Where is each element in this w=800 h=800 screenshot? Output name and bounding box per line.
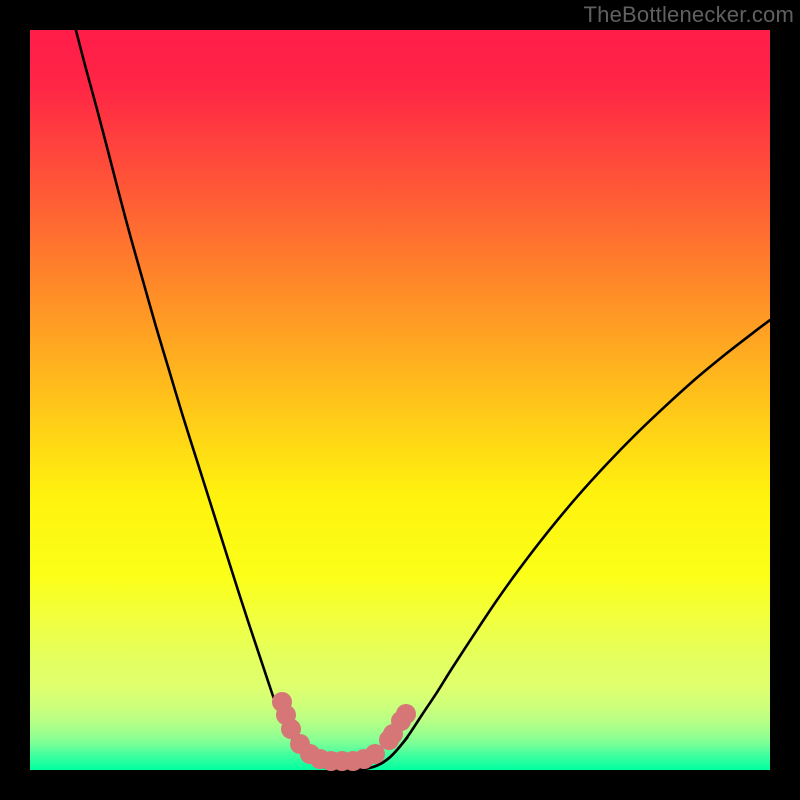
plot-area <box>30 30 770 770</box>
chart-stage: TheBottlenecker.com <box>0 0 800 800</box>
watermark-text: TheBottlenecker.com <box>584 2 794 28</box>
data-point-marker <box>396 704 416 724</box>
data-markers-layer <box>30 30 770 770</box>
